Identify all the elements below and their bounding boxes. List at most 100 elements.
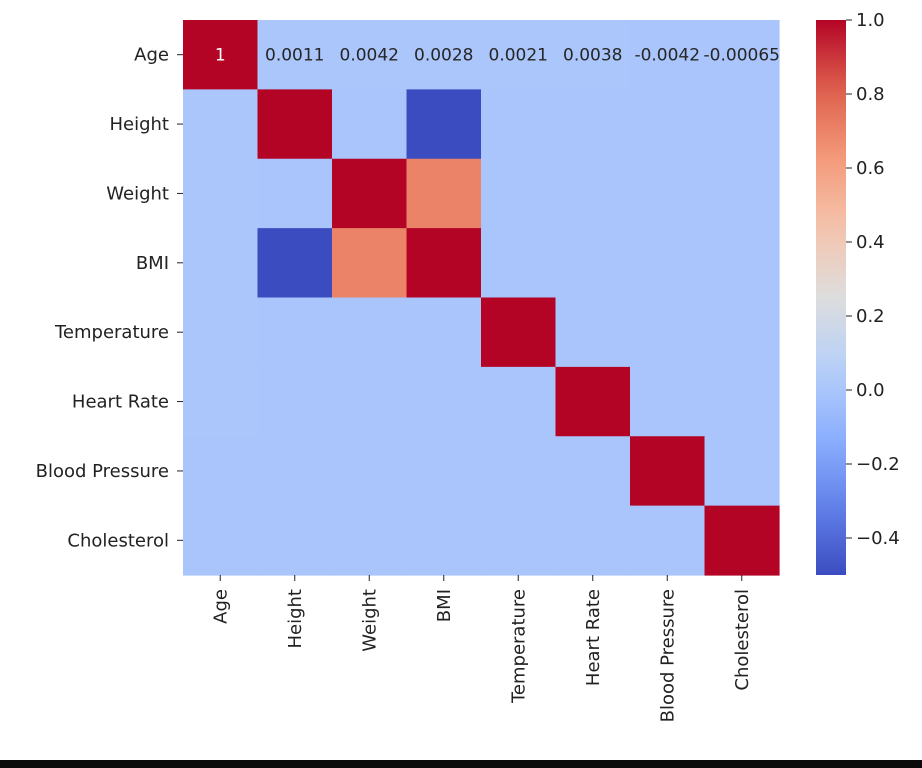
cell-annotation: 1 [215,46,226,66]
cell-height-cholesterol [704,89,780,160]
cell-cholesterol-cholesterol [704,505,780,576]
cell-bmi-weight [332,228,408,299]
colorbar-tick-label: 0.2 [856,306,885,327]
colorbar-tick-label: 1.0 [856,10,885,31]
colorbar: 1.0 0.8 0.6 0.4 0.2 0.0 −0.2 −0.4 [816,10,900,575]
cell-annotation: 0.0021 [489,46,548,66]
cell-temperature-age [183,297,259,368]
cell-temperature-heart-rate [555,297,631,368]
cell-annotation: 0.0042 [340,46,399,66]
cell-cholesterol-weight [332,505,408,576]
colorbar-tick-label: −0.4 [856,528,900,549]
cell-age-bmi [406,20,482,90]
cell-cholesterol-bmi [406,505,482,576]
y-axis: Age Height Weight BMI Temperature Heart Rate B… [36,45,183,551]
cell-cholesterol-height [257,505,333,576]
cell-blood-pressure-weight [332,436,408,507]
cell-height-blood-pressure [630,89,706,160]
cell-bmi-cholesterol [704,228,780,299]
colorbar-gradient [816,20,846,575]
cell-blood-pressure-cholesterol [704,436,780,507]
cell-age-height [257,20,333,90]
cell-weight-cholesterol [704,158,780,229]
cell-height-height [257,89,333,160]
cell-age-weight [332,20,408,90]
cell-blood-pressure-blood-pressure [630,436,706,507]
bottom-bar [0,760,922,768]
cell-weight-temperature [481,158,557,229]
x-tick-label-bmi: BMI [434,589,455,622]
cell-bmi-bmi [406,228,482,299]
cell-heart-rate-bmi [406,366,482,437]
cell-height-heart-rate [555,89,631,160]
cell-annotation: 0.0038 [563,46,622,66]
x-tick-label-weight: Weight [359,589,380,652]
cell-age-cholesterol [704,20,780,90]
cell-height-temperature [481,89,557,160]
cell-heart-rate-weight [332,366,408,437]
y-tick-label-weight: Weight [106,183,169,204]
cell-age-blood-pressure [630,20,706,90]
cell-height-bmi [406,89,482,160]
x-tick-label-blood-pressure: Blood Pressure [657,589,678,722]
cell-heart-rate-age [183,366,259,437]
cell-blood-pressure-heart-rate [555,436,631,507]
cell-weight-age [183,158,259,229]
y-tick-label-bmi: BMI [136,253,169,274]
cell-heart-rate-cholesterol [704,366,780,437]
cell-annotation: -0.00065 [704,46,780,66]
cell-temperature-cholesterol [704,297,780,368]
x-tick-label-age: Age [210,589,231,624]
cell-annotations: 1 0.0011 0.0042 0.0028 0.0021 0.0038 -0.0042 -0… [215,46,780,66]
cell-weight-height [257,158,333,229]
cell-bmi-age [183,228,259,299]
cell-blood-pressure-height [257,436,333,507]
y-tick-label-temperature: Temperature [54,322,169,343]
cell-blood-pressure-age [183,436,259,507]
cell-bmi-heart-rate [555,228,631,299]
cell-bmi-height [257,228,333,299]
y-tick-label-heart-rate: Heart Rate [72,392,169,413]
y-tick-label-cholesterol: Cholesterol [67,530,169,551]
cell-cholesterol-temperature [481,505,557,576]
cell-temperature-blood-pressure [630,297,706,368]
cell-annotation: 0.0028 [414,46,473,66]
cell-temperature-temperature [481,297,557,368]
cell-blood-pressure-temperature [481,436,557,507]
cell-weight-heart-rate [555,158,631,229]
cell-temperature-height [257,297,333,368]
cell-heart-rate-blood-pressure [630,366,706,437]
y-tick-label-blood-pressure: Blood Pressure [36,461,169,482]
cell-weight-bmi [406,158,482,229]
heatmap-cells [183,20,780,576]
cell-annotation: -0.0042 [634,46,700,66]
cell-blood-pressure-bmi [406,436,482,507]
cell-cholesterol-blood-pressure [630,505,706,576]
cell-weight-blood-pressure [630,158,706,229]
cell-cholesterol-heart-rate [555,505,631,576]
cell-temperature-bmi [406,297,482,368]
x-tick-label-heart-rate: Heart Rate [583,589,604,686]
cell-bmi-blood-pressure [630,228,706,299]
colorbar-tick-label: 0.6 [856,158,885,179]
cell-heart-rate-temperature [481,366,557,437]
cell-age-temperature [481,20,557,90]
y-tick-label-age: Age [134,45,169,66]
colorbar-tick-label: 0.8 [856,84,885,105]
cell-cholesterol-age [183,505,259,576]
cell-age-age [183,20,259,90]
colorbar-tick-label: 0.4 [856,232,885,253]
x-tick-label-temperature: Temperature [508,589,529,704]
cell-height-age [183,89,259,160]
cell-age-heart-rate [555,20,631,90]
cell-bmi-temperature [481,228,557,299]
cell-temperature-weight [332,297,408,368]
cell-annotation: 0.0011 [265,46,324,66]
cell-weight-weight [332,158,408,229]
x-axis: Age Height Weight BMI Temperature Heart Rate B… [210,575,753,722]
cell-heart-rate-height [257,366,333,437]
colorbar-tick-label: 0.0 [856,380,885,401]
x-tick-label-height: Height [285,589,306,649]
